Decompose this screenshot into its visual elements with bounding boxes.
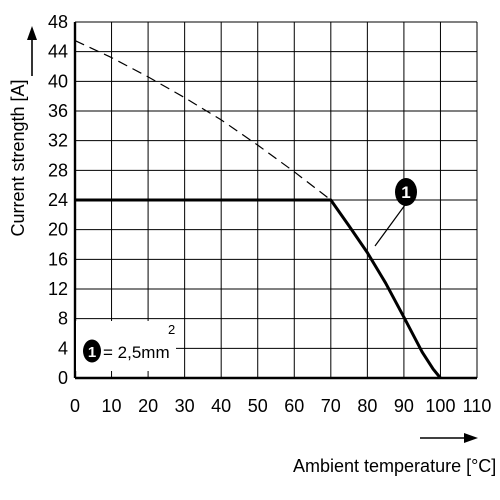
- x-tick-label: 50: [248, 396, 268, 416]
- y-tick-label: 24: [48, 190, 68, 210]
- y-tick-label: 40: [48, 71, 68, 91]
- y-tick-label: 4: [58, 338, 68, 358]
- y-tick-label: 36: [48, 101, 68, 121]
- x-tick-label: 110: [463, 396, 492, 416]
- y-tick-label: 0: [58, 368, 68, 388]
- x-tick-label: 10: [102, 396, 122, 416]
- x-tick-label: 100: [425, 396, 455, 416]
- legend: 1 = 2,5mm 2: [76, 321, 176, 371]
- callout-annotation: 1: [374, 178, 417, 247]
- x-tick-label: 70: [321, 396, 341, 416]
- y-tick-label: 48: [48, 12, 68, 32]
- x-tick-label: 60: [284, 396, 304, 416]
- y-tick-label: 28: [48, 160, 68, 180]
- callout-leader-line: [374, 204, 406, 247]
- series-layer: [74, 39, 442, 379]
- y-axis-arrow: [27, 26, 37, 76]
- series-line-dashed: [74, 39, 332, 201]
- x-tick-labels: 0 10 20 30 40 50 60 70 80 90 100 110: [70, 396, 491, 416]
- callout-marker: [395, 178, 417, 206]
- y-tick-label: 16: [48, 249, 68, 269]
- x-tick-label: 20: [138, 396, 158, 416]
- x-axis-title: Ambient temperature [°C]: [293, 456, 496, 476]
- y-tick-label: 44: [48, 42, 68, 62]
- legend-superscript: 2: [168, 322, 175, 337]
- legend-marker-label: 1: [88, 344, 96, 361]
- x-tick-label: 80: [357, 396, 377, 416]
- x-tick-label: 30: [175, 396, 195, 416]
- legend-marker: [83, 339, 101, 363]
- x-tick-label: 40: [211, 396, 231, 416]
- x-tick-label: 90: [394, 396, 414, 416]
- y-axis-title: Current strength [A]: [8, 79, 28, 236]
- callout-label: 1: [401, 183, 410, 202]
- legend-text: = 2,5mm: [103, 343, 170, 362]
- grid-lines: [75, 21, 478, 378]
- y-tick-label: 8: [58, 309, 68, 329]
- y-tick-label: 32: [48, 131, 68, 151]
- series-line-solid: [75, 198, 442, 379]
- y-tick-label: 20: [48, 220, 68, 240]
- y-tick-label: 12: [48, 279, 68, 299]
- x-axis-arrow: [420, 433, 478, 443]
- x-tick-label: 0: [70, 396, 80, 416]
